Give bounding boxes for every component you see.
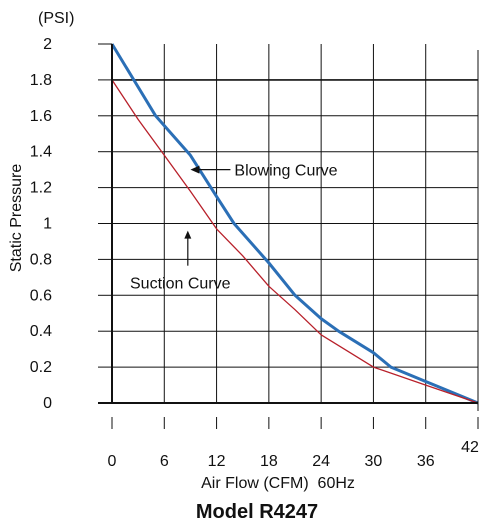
y-tick-label: 1.6 <box>30 108 52 125</box>
y-tick-label: 1.2 <box>30 180 52 197</box>
x-tick-label: 0 <box>108 453 117 470</box>
y-tick-label: 0 <box>43 395 52 412</box>
y-axis-label: Static Pressure <box>8 164 25 273</box>
x-tick-label: 12 <box>208 453 226 470</box>
x-tick-label: 6 <box>160 453 169 470</box>
blowing-curve-line <box>110 43 479 405</box>
suction-curve-annotation: Suction Curve <box>130 276 231 293</box>
x-tick-label: 30 <box>365 453 383 470</box>
annotation-layer: Blowing Curve Suction Curve <box>130 163 338 293</box>
y-unit-label: (PSI) <box>38 10 74 27</box>
y-tick-label: 2 <box>43 36 52 53</box>
annotation-arrowhead <box>184 230 192 239</box>
y-tick-label: 1.4 <box>30 144 52 161</box>
y-tick-label: 1.8 <box>30 72 52 89</box>
axes-layer: 0 0.2 0.4 0.6 0.8 1 1.2 1.4 1.6 1.8 2 0 6 12 18 24 30 36 4… <box>30 36 479 470</box>
annotation-arrowhead <box>190 165 200 174</box>
series-layer <box>110 43 479 405</box>
y-tick-label: 0.2 <box>30 359 52 376</box>
x-tick-label: 24 <box>312 453 330 470</box>
chart-title: Model R4247 <box>196 501 318 523</box>
y-tick-label: 0.4 <box>30 323 52 340</box>
grid-layer <box>112 44 478 404</box>
x-tick-label: 42 <box>461 439 479 456</box>
x-axis-label: Air Flow (CFM) 60Hz <box>201 475 355 492</box>
x-tick-label: 36 <box>417 453 435 470</box>
label-layer: (PSI) Static Pressure Air Flow (CFM) 60H… <box>8 10 355 523</box>
blowing-curve-annotation: Blowing Curve <box>234 163 337 180</box>
x-tick-label: 18 <box>260 453 278 470</box>
y-tick-label: 0.6 <box>30 287 52 304</box>
y-tick-label: 1 <box>43 216 52 233</box>
suction-curve-line <box>111 79 479 404</box>
y-tick-label: 0.8 <box>30 251 52 268</box>
